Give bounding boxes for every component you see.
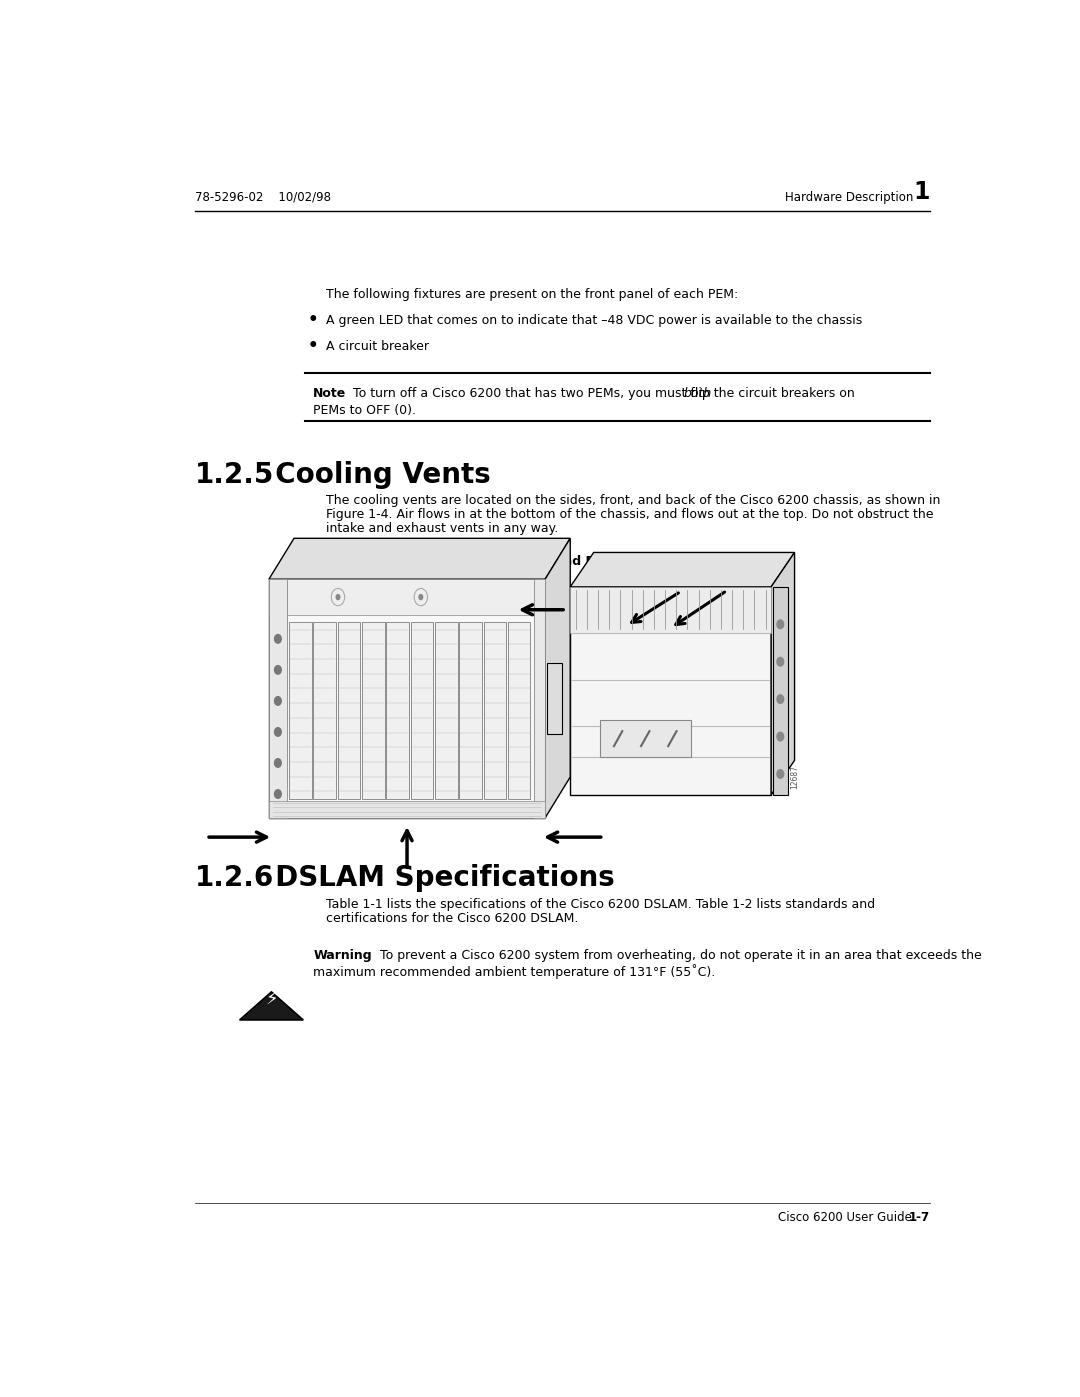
Polygon shape [570,552,795,587]
Text: •: • [308,338,318,355]
Text: Air Flow Through Intake and Exhaust Vents: Air Flow Through Intake and Exhaust Vent… [382,555,686,567]
FancyBboxPatch shape [410,622,433,799]
FancyBboxPatch shape [546,662,562,735]
FancyBboxPatch shape [387,622,409,799]
Text: PEMs to OFF (0).: PEMs to OFF (0). [313,404,416,416]
Text: Hardware Description: Hardware Description [785,190,914,204]
Text: intake and exhaust vents in any way.: intake and exhaust vents in any way. [326,522,558,535]
Text: To turn off a Cisco 6200 that has two PEMs, you must flip the circuit breakers o: To turn off a Cisco 6200 that has two PE… [353,387,860,400]
Text: To prevent a Cisco 6200 system from overheating, do not operate it in an area th: To prevent a Cisco 6200 system from over… [367,949,982,961]
Text: 1: 1 [914,180,930,204]
Circle shape [274,634,281,643]
Circle shape [418,594,423,601]
FancyBboxPatch shape [269,580,287,817]
FancyBboxPatch shape [484,622,507,799]
FancyBboxPatch shape [269,580,545,615]
FancyBboxPatch shape [313,622,336,799]
Text: Note: Note [313,387,347,400]
FancyBboxPatch shape [535,580,545,817]
Text: A circuit breaker: A circuit breaker [326,341,429,353]
Text: Cooling Vents: Cooling Vents [256,461,490,489]
Text: certifications for the Cisco 6200 DSLAM.: certifications for the Cisco 6200 DSLAM. [326,912,578,925]
Text: ⚡: ⚡ [265,990,278,1009]
FancyBboxPatch shape [338,622,361,799]
Circle shape [777,694,784,704]
Text: DSLAM Specifications: DSLAM Specifications [256,865,615,893]
Text: Cisco 6200 User Guide: Cisco 6200 User Guide [778,1211,912,1224]
Text: 1.2.5: 1.2.5 [195,461,274,489]
FancyBboxPatch shape [508,622,530,799]
Text: Figure 1-4: Figure 1-4 [305,555,377,567]
FancyBboxPatch shape [289,622,312,799]
Circle shape [777,620,784,629]
FancyBboxPatch shape [269,580,545,817]
Circle shape [777,770,784,778]
FancyBboxPatch shape [570,587,771,633]
Text: maximum recommended ambient temperature of 131°F (55˚C).: maximum recommended ambient temperature … [313,964,716,979]
Circle shape [274,789,281,798]
Polygon shape [771,552,795,795]
FancyBboxPatch shape [773,587,788,795]
FancyBboxPatch shape [459,622,482,799]
Circle shape [336,594,340,601]
Text: The following fixtures are present on the front panel of each PEM:: The following fixtures are present on th… [326,288,738,302]
Text: 1-7: 1-7 [909,1211,930,1224]
FancyBboxPatch shape [600,719,691,757]
Polygon shape [545,538,570,817]
Text: The cooling vents are located on the sides, front, and back of the Cisco 6200 ch: The cooling vents are located on the sid… [326,495,941,507]
Circle shape [274,697,281,705]
Text: A green LED that comes on to indicate that –48 VDC power is available to the cha: A green LED that comes on to indicate th… [326,314,862,327]
Circle shape [777,732,784,740]
Text: 78-5296-02    10/02/98: 78-5296-02 10/02/98 [195,190,332,204]
Circle shape [777,658,784,666]
Text: Warning: Warning [313,949,372,961]
Text: Table 1-1 lists the specifications of the Cisco 6200 DSLAM. Table 1-2 lists stan: Table 1-1 lists the specifications of th… [326,898,875,911]
Text: 12687: 12687 [791,766,799,789]
Circle shape [274,665,281,675]
Polygon shape [269,538,570,580]
Text: 1.2.6: 1.2.6 [195,865,274,893]
FancyBboxPatch shape [362,622,384,799]
Polygon shape [240,992,303,1020]
Circle shape [274,728,281,736]
Text: •: • [308,312,318,330]
Circle shape [274,759,281,767]
FancyBboxPatch shape [435,622,458,799]
Text: Figure 1-4. Air flows in at the bottom of the chassis, and flows out at the top.: Figure 1-4. Air flows in at the bottom o… [326,509,933,521]
Text: both: both [684,387,712,400]
FancyBboxPatch shape [269,800,545,817]
FancyBboxPatch shape [570,587,771,795]
